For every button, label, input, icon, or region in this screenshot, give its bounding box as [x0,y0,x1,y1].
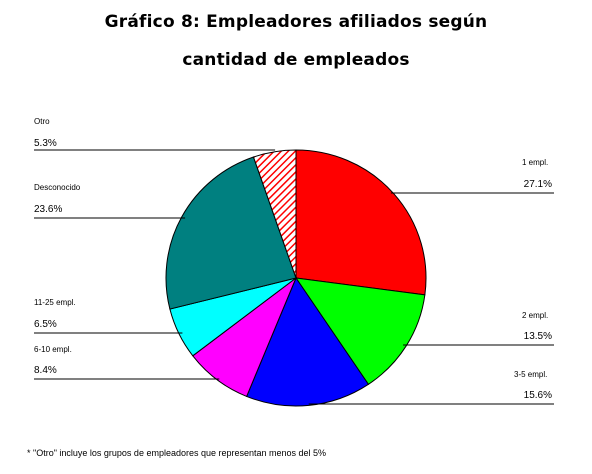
chart-title-line-2: cantidad de empleados [182,50,410,70]
slice-label-name: 2 empl. [522,311,548,320]
slice-label-value: 23.6% [34,204,62,215]
slice-label-value: 5.3% [34,138,57,149]
slice-label-value: 6.5% [34,319,57,330]
pie-slice-1-empl [295,149,427,296]
slice-label-name: 6-10 empl. [34,345,72,354]
slice-label-value: 15.6% [524,390,552,401]
pie-slice-desconocido [165,156,297,310]
slice-label-value: 27.1% [524,179,552,190]
pie-slice-3-5-empl [245,276,370,407]
slice-label-name: 11-25 empl. [34,298,76,307]
footnote: * "Otro" incluye los grupos de empleador… [27,448,327,458]
slice-label-value: 8.4% [34,365,57,376]
slice-label-value: 13.5% [524,331,552,342]
pie-slice-otro [252,149,297,279]
chart-title-line-1: Gráfico 8: Empleadores afiliados según [104,12,488,32]
slice-label-name: 1 empl. [522,158,548,167]
slice-label-name: Desconocido [34,183,81,192]
slice-label-name: 3-5 empl. [514,370,547,379]
slice-label-name: Otro [34,117,50,126]
pie-slice-2-empl [294,277,426,386]
